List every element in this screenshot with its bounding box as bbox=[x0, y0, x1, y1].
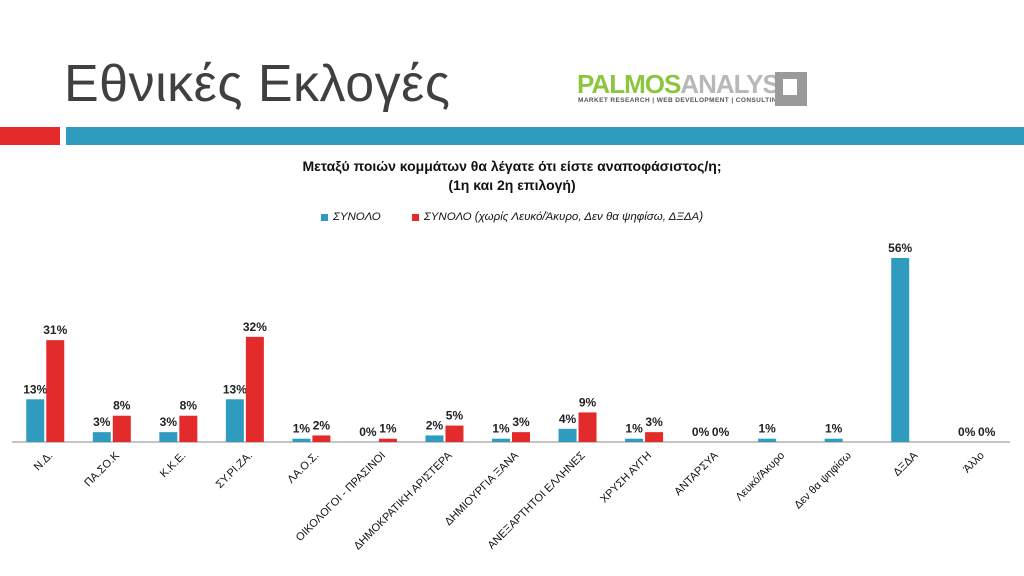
data-label-series1-5: 0% bbox=[359, 425, 377, 439]
category-label-7: ΔΗΜΙΟΥΡΓΙΑ ΞΑΝΑ bbox=[443, 449, 522, 528]
category-label-12: Δεν θα ψηφίσω bbox=[792, 449, 854, 511]
legend-swatch-series1 bbox=[320, 213, 328, 221]
bar-series1-11 bbox=[758, 438, 777, 442]
bar-series2-3 bbox=[245, 336, 264, 442]
logo-text-palmos: PALMOS bbox=[577, 69, 681, 99]
bar-series1-0 bbox=[26, 399, 45, 442]
bar-series1-1 bbox=[92, 432, 111, 442]
bar-series2-6 bbox=[445, 425, 464, 442]
data-label-series2-7: 3% bbox=[512, 415, 530, 429]
data-label-series1-7: 1% bbox=[492, 422, 510, 436]
bar-series1-3 bbox=[225, 399, 244, 442]
bar-series2-4 bbox=[312, 435, 331, 442]
bar-series1-6 bbox=[425, 435, 444, 442]
category-label-11: Λευκό/Άκυρο bbox=[733, 450, 787, 504]
bar-series1-7 bbox=[492, 438, 510, 442]
category-label-2: Κ.Κ.Ε. bbox=[158, 450, 189, 481]
legend-label-series1: ΣΥΝΟΛΟ bbox=[332, 211, 381, 223]
bar-series2-0 bbox=[46, 340, 65, 442]
data-label-series1-11: 1% bbox=[758, 422, 776, 436]
data-label-series1-2: 3% bbox=[160, 415, 178, 429]
data-label-series2-10: 0% bbox=[712, 425, 730, 439]
bar-series1-2 bbox=[159, 432, 178, 442]
header-rule-blue bbox=[66, 127, 1024, 145]
data-label-series1-14: 0% bbox=[958, 425, 976, 439]
palmos-analysis-logo: PALMOSANALYSIS MARKET RESEARCH | WEB DEV… bbox=[577, 70, 817, 110]
bar-series1-9 bbox=[625, 438, 644, 442]
data-label-series2-0: 31% bbox=[43, 323, 67, 337]
category-label-1: ΠΑ.ΣΟ.Κ bbox=[82, 449, 122, 489]
data-label-series2-6: 5% bbox=[446, 409, 464, 423]
data-label-series1-1: 3% bbox=[93, 415, 111, 429]
data-label-series1-12: 1% bbox=[825, 422, 843, 436]
legend-item-series1: ΣΥΝΟΛΟ bbox=[320, 211, 381, 223]
data-label-series1-8: 4% bbox=[559, 412, 577, 426]
slide-title: Εθνικές Εκλογές bbox=[64, 55, 451, 113]
category-label-14: Άλλο bbox=[961, 450, 987, 476]
chart-subtitle: (1η και 2η επιλογή) bbox=[448, 177, 576, 193]
data-label-series2-2: 8% bbox=[180, 399, 198, 413]
category-label-13: ΔΞΔΑ bbox=[891, 449, 921, 479]
data-label-series2-1: 8% bbox=[113, 399, 131, 413]
category-label-9: ΧΡΥΣΗ ΑΥΓΗ bbox=[598, 450, 654, 506]
category-label-4: ΛΑ.Ο.Σ. bbox=[285, 450, 321, 486]
bar-series2-2 bbox=[179, 415, 198, 442]
bar-series1-13 bbox=[891, 258, 910, 442]
data-label-series1-13: 56% bbox=[888, 241, 912, 255]
bar-series1-4 bbox=[292, 438, 311, 442]
bar-series1-8 bbox=[558, 428, 577, 442]
data-label-series2-14: 0% bbox=[978, 425, 996, 439]
data-label-series2-4: 2% bbox=[313, 418, 331, 432]
category-label-3: ΣΥ.ΡΙ.ΖΑ. bbox=[214, 450, 255, 491]
legend-item-series2: ΣΥΝΟΛΟ (χωρίς Λευκό/Άκυρο, Δεν θα ψηφίσω… bbox=[411, 211, 704, 223]
legend-swatch-series2 bbox=[411, 213, 419, 221]
header-rule-red bbox=[0, 127, 60, 145]
data-label-series1-3: 13% bbox=[223, 382, 247, 396]
data-label-series1-6: 2% bbox=[426, 418, 444, 432]
data-label-series1-10: 0% bbox=[692, 425, 710, 439]
logo-tagline: MARKET RESEARCH | WEB DEVELOPMENT | CONS… bbox=[578, 97, 783, 104]
data-label-series2-5: 1% bbox=[379, 422, 397, 436]
legend-label-series2: ΣΥΝΟΛΟ (χωρίς Λευκό/Άκυρο, Δεν θα ψηφίσω… bbox=[423, 211, 704, 223]
chart-title: Μεταξύ ποιών κομμάτων θα λέγατε ότι είστ… bbox=[302, 158, 722, 174]
logo-square-icon bbox=[775, 72, 807, 106]
bar-series2-1 bbox=[112, 415, 131, 442]
data-label-series2-9: 3% bbox=[645, 415, 663, 429]
data-label-series1-9: 1% bbox=[625, 422, 643, 436]
bar-series1-12 bbox=[824, 438, 843, 442]
bar-series2-8 bbox=[578, 412, 597, 442]
category-label-0: Ν.Δ. bbox=[32, 450, 56, 474]
data-label-series1-4: 1% bbox=[293, 422, 311, 436]
data-label-series1-0: 13% bbox=[23, 382, 47, 396]
data-label-series2-3: 32% bbox=[243, 320, 267, 334]
bar-series2-7 bbox=[512, 432, 530, 442]
chart-legend: ΣΥΝΟΛΟ ΣΥΝΟΛΟ (χωρίς Λευκό/Άκυρο, Δεν θα… bbox=[0, 211, 1024, 224]
data-label-series2-8: 9% bbox=[579, 395, 597, 409]
bar-series2-9 bbox=[645, 432, 664, 442]
category-label-10: ΑΝΤΑΡΣΥΑ bbox=[672, 449, 721, 498]
bar-series2-5 bbox=[378, 438, 397, 442]
